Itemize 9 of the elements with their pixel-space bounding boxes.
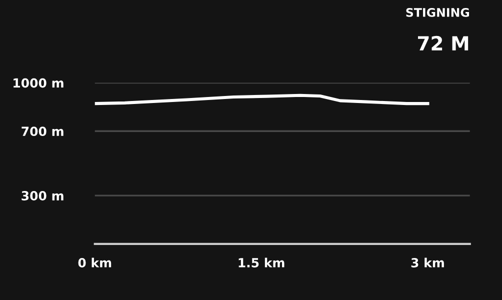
x-tick-label: 0 km	[78, 258, 112, 268]
x-tick-label: 1.5 km	[238, 258, 284, 268]
y-tick-label: 1000 m	[14, 78, 64, 88]
chart-title: STIGNING	[406, 8, 470, 17]
x-tick-label: 3 km	[411, 258, 444, 268]
y-tick-label: 700 m	[22, 126, 64, 136]
line-series	[94, 94, 430, 106]
chart-subtitle: 72 M	[418, 36, 468, 50]
y-tick-label: 300 m	[22, 191, 64, 200]
